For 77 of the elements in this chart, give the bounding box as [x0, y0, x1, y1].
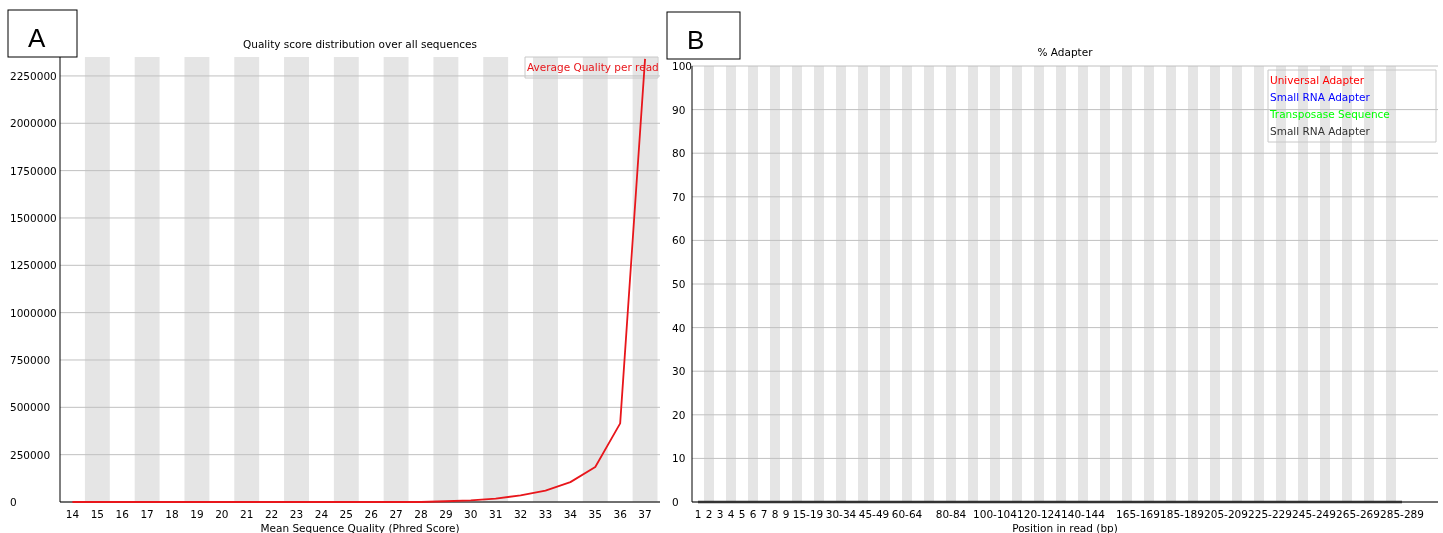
x-tick-label: 22: [264, 508, 279, 520]
y-tick-label: 30: [672, 365, 686, 378]
x-tick-label: 7: [760, 508, 768, 520]
x-tick-label: 17: [140, 508, 154, 520]
x-tick-label: 185-189: [1160, 508, 1204, 520]
x-tick-label: 33: [538, 508, 553, 520]
x-tick-label: 9: [782, 508, 790, 520]
y-tick-label: 1500000: [10, 211, 57, 224]
y-tick-label: 90: [672, 103, 686, 116]
x-tick-label: 34: [563, 508, 578, 520]
x-tick-label: 25: [339, 508, 353, 520]
x-tick-label: 16: [115, 508, 130, 520]
y-tick-label: 10: [672, 452, 686, 465]
y-tick-label: 250000: [10, 448, 51, 461]
x-tick-label: 5: [738, 508, 746, 520]
x-tick-label: 60-64: [891, 508, 923, 520]
x-tick-label: 36: [613, 508, 628, 520]
legend-label: Universal Adapter: [1270, 74, 1365, 86]
y-tick-label: 2000000: [10, 117, 57, 130]
x-tick-label: 165-169: [1116, 508, 1160, 520]
y-tick-label: 20: [672, 408, 686, 421]
y-tick-label: 0: [10, 496, 17, 508]
x-tick-label: 19: [190, 508, 204, 520]
legend-label: Transposase Sequence: [1269, 108, 1390, 120]
y-tick-label: 100: [672, 60, 693, 72]
text: A: [28, 23, 46, 53]
x-tick-label: 24: [314, 508, 329, 520]
y-tick-label: 70: [672, 190, 686, 203]
chart-title: Quality score distribution over all sequences: [242, 38, 478, 50]
y-tick-label: 80: [672, 147, 686, 160]
y-tick-label: 1750000: [10, 164, 57, 177]
x-tick-label: 285-289: [1380, 508, 1424, 520]
x-tick-label: 14: [65, 508, 80, 520]
x-tick-label: 225-229: [1248, 508, 1292, 520]
x-tick-label: 6: [749, 508, 757, 520]
x-tick-label: 3: [716, 508, 724, 520]
x-tick-label: 30-34: [825, 508, 857, 520]
x-tick-label: 4: [727, 508, 735, 520]
legend-label: Small RNA Adapter: [1270, 91, 1371, 103]
y-tick-label: 40: [672, 321, 686, 334]
y-tick-label: 50: [672, 278, 686, 290]
text: Small RNA Adapter: [1270, 125, 1371, 137]
y-tick-label: 500000: [10, 401, 51, 414]
x-tick-label: 20: [215, 508, 229, 520]
y-tick-label: 1000000: [10, 306, 57, 319]
x-tick-label: 37: [638, 508, 652, 520]
x-tick-label: 120-124: [1017, 508, 1062, 520]
x-tick-label: 26: [364, 508, 379, 520]
x-tick-label: 15-19: [792, 508, 824, 520]
x-tick-label: 35: [588, 508, 602, 520]
chart-title: % Adapter: [1037, 46, 1094, 58]
x-tick-label: 2: [705, 508, 713, 520]
x-tick-label: 8: [771, 508, 779, 520]
y-tick-label: 60: [672, 234, 686, 247]
x-tick-label: 23: [289, 508, 304, 520]
x-tick-label: 265-269: [1336, 508, 1380, 520]
x-tick-label: 29: [439, 508, 453, 520]
y-tick-label: 2250000: [10, 69, 57, 82]
x-tick-label: 245-249: [1292, 508, 1336, 520]
x-tick-label: 21: [240, 508, 254, 520]
x-tick-label: 45-49: [858, 508, 890, 520]
x-tick-label: 1: [694, 508, 702, 520]
x-tick-label: 27: [389, 508, 403, 520]
x-tick-label: 140-144: [1061, 508, 1106, 520]
x-tick-label: 31: [489, 508, 503, 520]
x-tick-label: 15: [90, 508, 105, 520]
x-tick-label: 30: [464, 508, 478, 520]
y-tick-label: 0: [672, 496, 679, 508]
x-tick-label: 18: [165, 508, 179, 520]
x-tick-label: 205-209: [1204, 508, 1248, 520]
text: B: [687, 25, 705, 55]
y-tick-label: 1250000: [10, 259, 57, 272]
x-tick-label: 32: [513, 508, 528, 520]
x-tick-label: 28: [414, 508, 428, 520]
x-tick-label: 100-104: [973, 508, 1018, 520]
y-tick-label: 750000: [10, 353, 51, 366]
x-tick-label: 80-84: [935, 508, 967, 520]
